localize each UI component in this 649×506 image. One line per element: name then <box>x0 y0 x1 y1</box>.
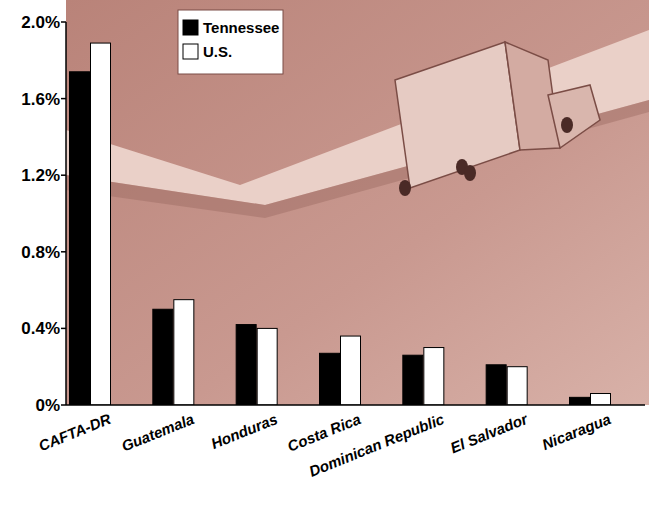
bar <box>91 43 111 405</box>
y-tick <box>61 174 66 176</box>
bar <box>236 325 256 405</box>
bar <box>424 348 444 405</box>
truck-cab <box>548 85 600 148</box>
bar <box>341 336 361 405</box>
legend: Tennessee U.S. <box>178 10 283 74</box>
y-tick <box>61 328 66 330</box>
x-tick-label: El Salvador <box>448 410 531 457</box>
y-tick-label: 0.4% <box>21 319 60 338</box>
bar <box>507 367 527 405</box>
bar <box>570 397 590 405</box>
bar <box>486 365 506 405</box>
bar <box>403 355 423 405</box>
y-tick <box>61 404 66 406</box>
truck-wheel <box>399 180 411 196</box>
legend-box <box>178 10 283 74</box>
legend-swatch <box>183 44 198 59</box>
legend-label: Tennessee <box>203 19 279 36</box>
bar <box>153 309 173 405</box>
chart: 0% 0.4% 0.8% 1.2% 1.6% 2.0% CAFTA-DRGuatemala H… <box>0 0 649 506</box>
y-tick <box>61 21 66 23</box>
x-tick-label: Honduras <box>209 410 280 452</box>
truck-wheel <box>464 165 476 181</box>
x-tick-label: Dominican Republic <box>306 410 447 480</box>
background <box>66 0 649 405</box>
x-tick-label: Nicaragua <box>539 410 613 453</box>
y-tick-label: 0% <box>35 396 60 415</box>
truck-wheel <box>561 117 573 133</box>
y-tick-label: 2.0% <box>21 13 60 32</box>
bar <box>591 394 611 405</box>
bar <box>320 353 340 405</box>
bar <box>70 72 90 405</box>
legend-swatch <box>183 20 198 35</box>
truck-box <box>395 42 520 188</box>
bars <box>70 43 611 405</box>
x-tick-label: CAFTA-DR <box>36 410 113 454</box>
bar <box>174 300 194 405</box>
road <box>66 30 649 205</box>
illustration <box>66 0 649 405</box>
y-tick-label: 1.2% <box>21 166 60 185</box>
x-axis <box>66 404 645 406</box>
legend-label: U.S. <box>203 43 232 60</box>
y-tick-label: 1.6% <box>21 90 60 109</box>
y-tick <box>61 251 66 253</box>
bar <box>257 328 277 405</box>
y-axis <box>65 22 67 405</box>
x-tick-label: Guatemala <box>119 410 196 454</box>
y-tick <box>61 98 66 100</box>
y-tick-label: 0.8% <box>21 243 60 262</box>
